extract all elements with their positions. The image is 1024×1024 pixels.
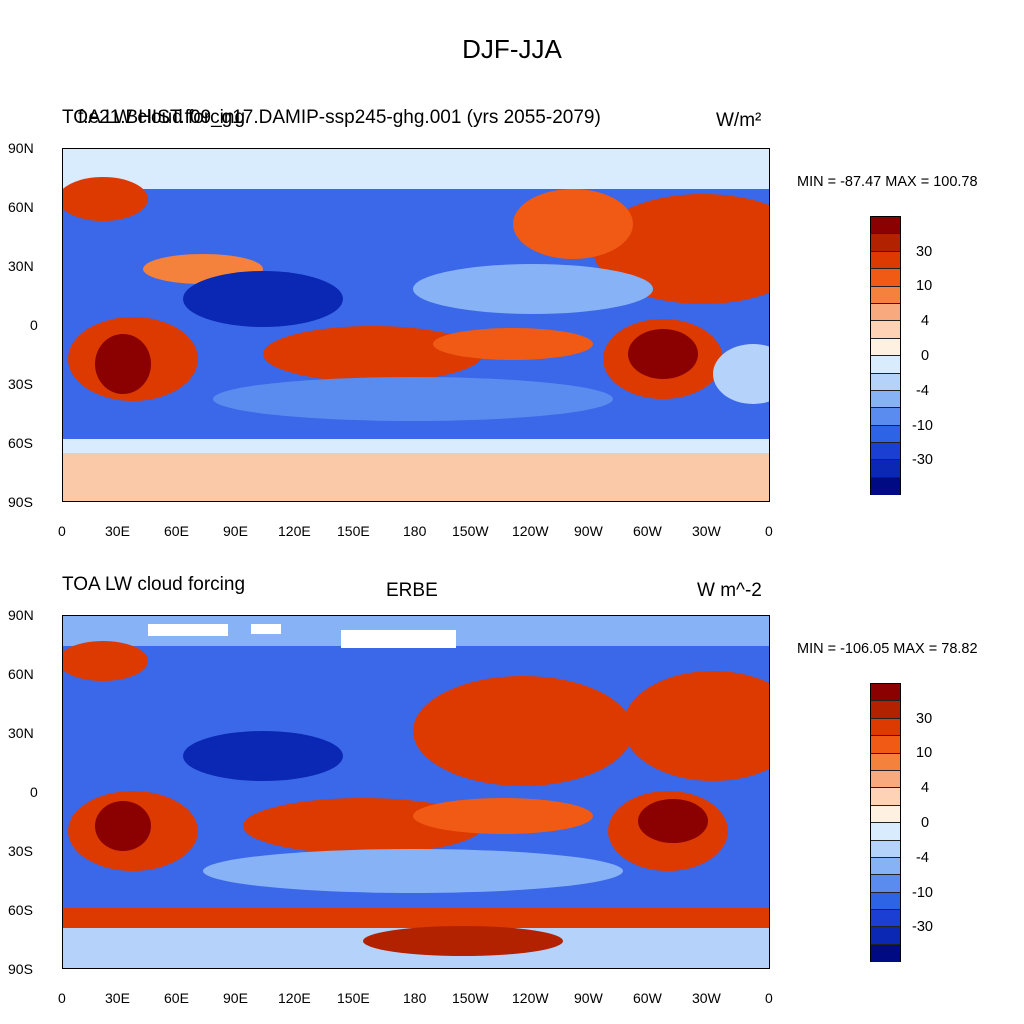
- panel2-colorbar-label: 10: [916, 745, 933, 761]
- panel2-colorbar: [870, 683, 901, 963]
- panel1-y-tick: 60N: [8, 199, 34, 215]
- panel2-y-tick: 60S: [8, 902, 33, 918]
- colorbar-swatch: [871, 251, 900, 270]
- colorbar-swatch: [871, 303, 900, 322]
- colorbar-swatch: [871, 390, 900, 409]
- panel2-y-tick: 90N: [8, 607, 34, 623]
- colorbar-swatch: [871, 269, 900, 287]
- panel1-y-tick: 0: [30, 317, 38, 333]
- panel2-y-tick: 90S: [8, 961, 33, 977]
- panel2-colorbar-label: 4: [921, 780, 930, 796]
- colorbar-swatch: [871, 840, 900, 858]
- colorbar-swatch: [871, 944, 900, 963]
- panel2-y-tick: 60N: [8, 666, 34, 682]
- panel1-x-tick: 90E: [223, 523, 248, 539]
- colorbar-swatch: [871, 443, 900, 461]
- colorbar-swatch: [871, 753, 900, 771]
- panel1-x-tick: 120E: [278, 523, 311, 539]
- panel2-colorbar-label: -4: [916, 850, 929, 866]
- panel1-left-title: TOA LW cloud forcing: [62, 107, 246, 128]
- panel2-colorbar-label: 30: [916, 711, 933, 727]
- panel2-colorbar-label: 0: [921, 815, 930, 831]
- panel2-minmax: MIN = -106.05 MAX = 78.82: [797, 641, 978, 657]
- colorbar-swatch: [871, 356, 900, 374]
- panel1-x-tick: 90W: [574, 523, 603, 539]
- panel1-y-tick: 30N: [8, 258, 34, 274]
- panel2-left-title: TOA LW cloud forcing: [62, 574, 246, 595]
- colorbar-swatch: [871, 823, 900, 841]
- panel1-colorbar-label: 0: [921, 348, 930, 364]
- colorbar-swatch: [871, 805, 900, 824]
- panel2-x-tick: 0: [765, 990, 773, 1006]
- panel2-x-tick: 180: [403, 990, 427, 1006]
- colorbar-swatch: [871, 770, 900, 789]
- panel2-y-tick: 30N: [8, 725, 34, 741]
- colorbar-swatch: [871, 684, 900, 702]
- panel2-x-tick: 0: [58, 990, 66, 1006]
- panel2-center-title: ERBE: [386, 580, 438, 601]
- panel1-x-tick: 60W: [633, 523, 662, 539]
- panel1-x-tick: 150W: [452, 523, 489, 539]
- panel1-x-tick: 0: [58, 523, 66, 539]
- colorbar-swatch: [871, 373, 900, 391]
- panel2-y-tick: 0: [30, 784, 38, 800]
- colorbar-swatch: [871, 217, 900, 235]
- panel2-x-tick: 150E: [337, 990, 370, 1006]
- colorbar-swatch: [871, 788, 900, 806]
- panel2-x-tick: 30W: [692, 990, 721, 1006]
- panel1-x-tick: 180: [403, 523, 427, 539]
- panel1-colorbar-label: -10: [912, 418, 933, 434]
- colorbar-swatch: [871, 408, 900, 426]
- panel2-x-tick: 60W: [633, 990, 662, 1006]
- colorbar-swatch: [871, 718, 900, 737]
- panel2-y-tick: 30S: [8, 843, 33, 859]
- panel2-units: W m^-2: [697, 580, 762, 601]
- colorbar-swatch: [871, 927, 900, 945]
- panel1-x-tick: 30E: [105, 523, 130, 539]
- panel1-x-tick: 30W: [692, 523, 721, 539]
- panel2-map: [62, 615, 770, 969]
- panel1-minmax: MIN = -87.47 MAX = 100.78: [797, 174, 978, 190]
- colorbar-swatch: [871, 321, 900, 339]
- panel1-map: [62, 148, 770, 502]
- colorbar-swatch: [871, 234, 900, 252]
- colorbar-swatch: [871, 701, 900, 719]
- panel2-colorbar-label: -10: [912, 885, 933, 901]
- panel1-colorbar-label: 4: [921, 313, 930, 329]
- panel1-units: W/m²: [716, 110, 762, 131]
- panel1-center-title: f.e21.BHIST.f09_g17.DAMIP-ssp245-ghg.001…: [78, 107, 601, 128]
- colorbar-swatch: [871, 892, 900, 911]
- colorbar-swatch: [871, 425, 900, 444]
- colorbar-swatch: [871, 338, 900, 357]
- panel2-x-tick: 90E: [223, 990, 248, 1006]
- panel2-x-tick: 150W: [452, 990, 489, 1006]
- panel2-colorbar-label: -30: [912, 919, 933, 935]
- panel1-y-tick: 90N: [8, 140, 34, 156]
- panel2-x-tick: 90W: [574, 990, 603, 1006]
- panel1-y-tick: 90S: [8, 494, 33, 510]
- panel2-x-tick: 120E: [278, 990, 311, 1006]
- panel1-x-tick: 0: [765, 523, 773, 539]
- colorbar-swatch: [871, 875, 900, 893]
- panel1-colorbar-label: 30: [916, 244, 933, 260]
- panel1-x-tick: 120W: [512, 523, 549, 539]
- panel1-colorbar-label: -4: [916, 383, 929, 399]
- panel1-y-tick: 30S: [8, 376, 33, 392]
- figure-title: DJF-JJA: [462, 34, 562, 64]
- colorbar-swatch: [871, 736, 900, 754]
- colorbar-swatch: [871, 460, 900, 478]
- colorbar-swatch: [871, 477, 900, 496]
- panel1-colorbar: [870, 216, 901, 496]
- colorbar-swatch: [871, 286, 900, 304]
- panel2-x-tick: 120W: [512, 990, 549, 1006]
- panel1-x-tick: 150E: [337, 523, 370, 539]
- colorbar-swatch: [871, 910, 900, 928]
- panel1-y-tick: 60S: [8, 435, 33, 451]
- colorbar-swatch: [871, 857, 900, 876]
- panel1-x-tick: 60E: [164, 523, 189, 539]
- panel2-x-tick: 60E: [164, 990, 189, 1006]
- panel2-x-tick: 30E: [105, 990, 130, 1006]
- panel1-colorbar-label: -30: [912, 452, 933, 468]
- panel1-colorbar-label: 10: [916, 278, 933, 294]
